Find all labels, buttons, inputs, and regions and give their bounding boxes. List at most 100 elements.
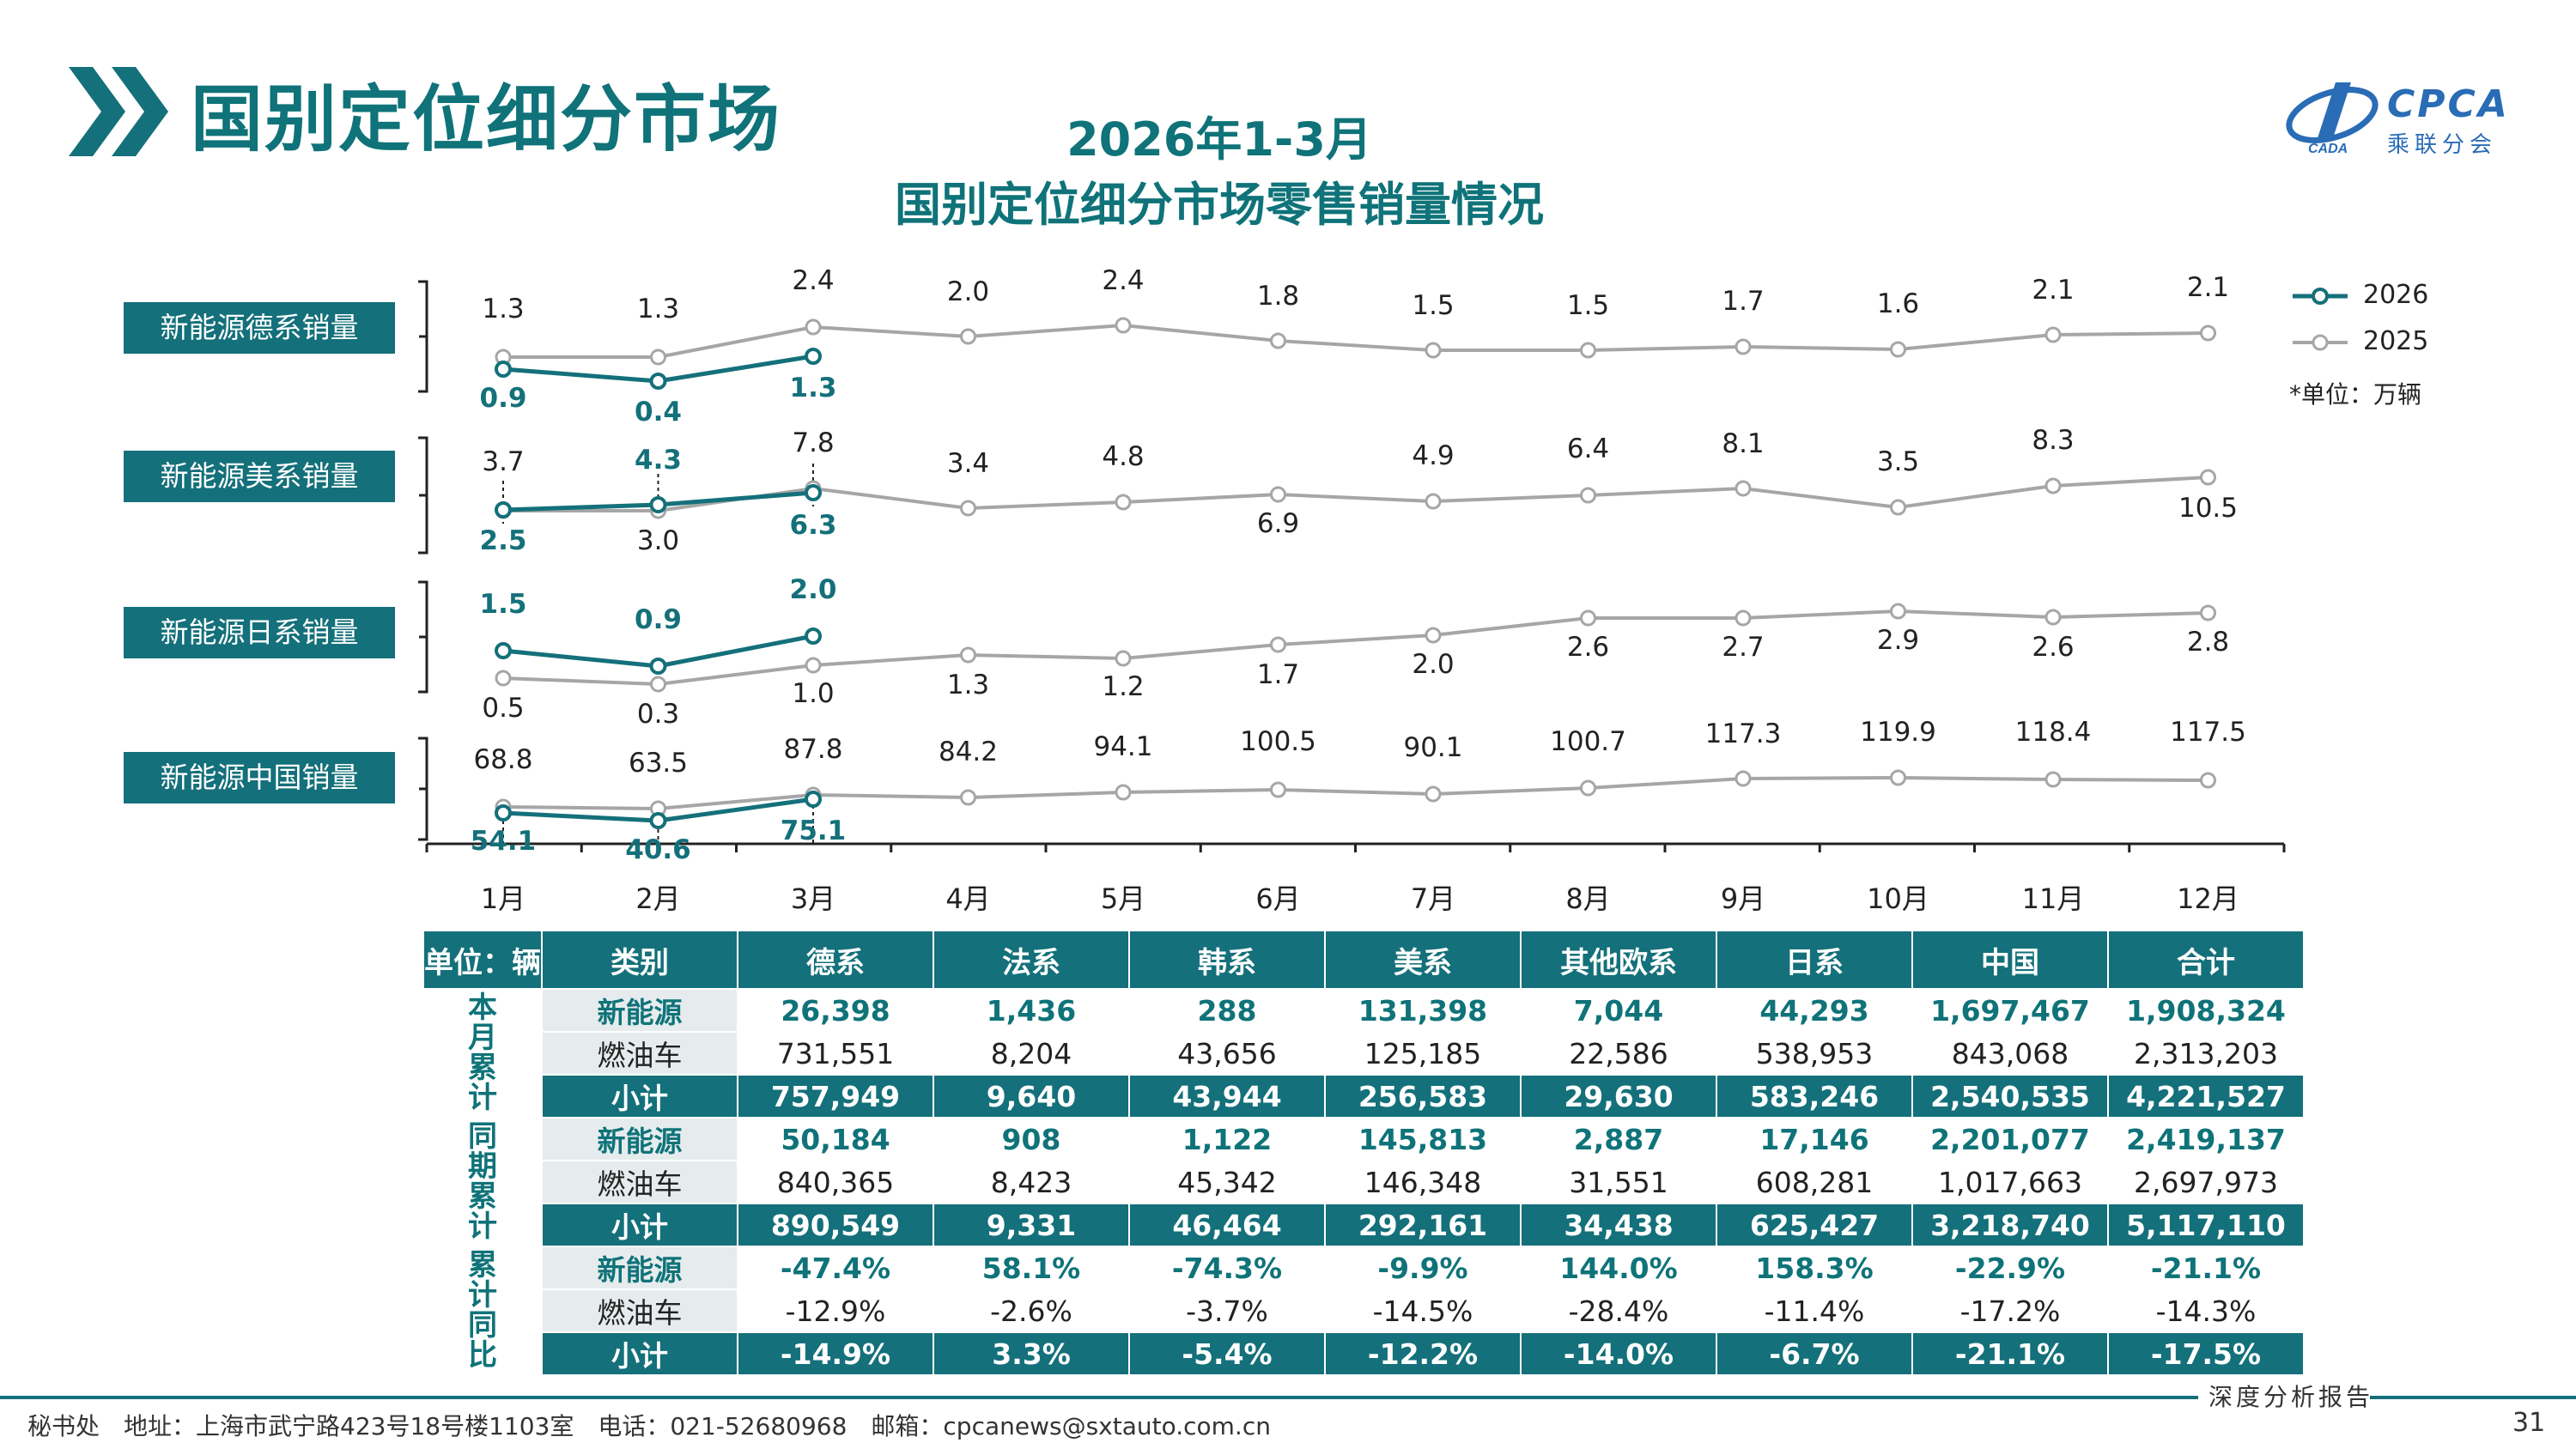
series-2025-point	[650, 349, 666, 366]
series-2025-data-label: 2.8	[2187, 627, 2229, 658]
table-row: 燃油车 840,365 8,423 45,342 146,348 31,551 608,28…	[423, 1160, 2305, 1204]
table-cell: 625,427	[1716, 1203, 1913, 1247]
series-2025-point	[2200, 324, 2216, 342]
table-cell: -12.2%	[1324, 1331, 1522, 1376]
series-2025-data-label: 87.8	[783, 734, 842, 765]
table-cell: 731,551	[737, 1031, 934, 1076]
table-cell: 2,887	[1520, 1117, 1717, 1161]
panel-label-german: 新能源德系销量	[124, 302, 395, 354]
table-cell: -17.2%	[1911, 1288, 2109, 1333]
series-2025-point	[1890, 499, 1906, 516]
panel-label-japanese: 新能源日系销量	[124, 607, 395, 658]
page-title: 国别定位细分市场	[191, 77, 782, 161]
series-2025-point	[1890, 603, 1906, 620]
table-cell: 9,331	[933, 1203, 1130, 1247]
series-2025-data-label: 119.9	[1860, 717, 1936, 748]
table-column-header: 德系	[737, 930, 934, 990]
series-2025-data-label: 2.6	[1567, 632, 1609, 663]
series-2025-point	[1115, 494, 1132, 511]
logo-text: CPCA	[2387, 82, 2510, 126]
table-cell: 8,423	[933, 1160, 1130, 1204]
series-2025-point	[1425, 785, 1442, 803]
series-2025-data-label: 7.8	[792, 427, 834, 458]
chart-title: 国别定位细分市场零售销量情况	[895, 178, 1544, 232]
series-2025-point	[495, 670, 512, 687]
series-2025-data-label: 2.4	[1102, 265, 1144, 296]
table-cell: 1,908,324	[2107, 988, 2305, 1033]
series-2025-line-panel-2	[503, 476, 2208, 512]
series-2025-point	[960, 500, 976, 517]
series-2025-point	[1270, 636, 1286, 653]
table-row-category: 燃油车	[541, 1031, 738, 1076]
x-tick-label: 4月	[945, 882, 990, 915]
series-2026-data-label: 0.9	[635, 604, 682, 635]
series-2025-data-label: 84.2	[939, 737, 998, 767]
series-2025-point	[805, 657, 822, 674]
series-2026-data-label: 2.5	[480, 525, 527, 556]
table-cell: -11.4%	[1716, 1288, 1913, 1333]
table-cell: -47.4%	[737, 1246, 934, 1290]
table-cell: 288	[1128, 988, 1326, 1033]
table-cell: 46,464	[1128, 1203, 1326, 1247]
series-2026-point	[649, 812, 667, 829]
series-2025-point	[1890, 341, 1906, 358]
series-2025-data-label: 6.4	[1567, 433, 1609, 464]
series-2025-line-panel-3	[502, 609, 2208, 687]
table-cell: 1,436	[933, 988, 1130, 1033]
series-2025-data-label: 1.7	[1257, 659, 1299, 690]
table-cell: 256,583	[1324, 1074, 1522, 1119]
table-cell: 9,640	[933, 1074, 1130, 1119]
table-cell: 2,540,535	[1911, 1074, 2109, 1119]
table-cell: 2,313,203	[2107, 1031, 2305, 1076]
table-row-category: 小计	[541, 1203, 738, 1247]
table-cell: 145,813	[1324, 1117, 1522, 1161]
table-cell: -5.4%	[1128, 1331, 1326, 1376]
series-2025-data-label: 100.5	[1240, 726, 1316, 757]
series-2025-data-label: 90.1	[1403, 732, 1462, 763]
series-2025-point	[1425, 627, 1442, 644]
table-cell: 146,348	[1324, 1160, 1522, 1204]
series-2025-point	[1115, 650, 1132, 667]
table-cell: 131,398	[1324, 988, 1522, 1033]
table-cell: 908	[933, 1117, 1130, 1161]
unit-note: *单位：万辆	[2289, 380, 2422, 409]
series-2025-point	[1735, 480, 1752, 497]
x-tick-label: 1月	[481, 882, 526, 915]
table-row: 小计 757,949 9,640 43,944 256,583 29,630 583,246…	[423, 1074, 2305, 1119]
series-2025-data-label: 8.3	[2032, 425, 2074, 456]
series-2025-data-label: 2.0	[1412, 649, 1454, 680]
table-row: 累计同比新能源 -47.4% 58.1% -74.3% -9.9% 144.0% 158.3…	[422, 1246, 2305, 1376]
series-2025-point	[2200, 604, 2216, 621]
table-row: 小计 890,549 9,331 46,464 292,161 34,438 625,427…	[423, 1203, 2305, 1247]
table-cell: 583,246	[1716, 1074, 1913, 1119]
table-cell: 4,221,527	[2107, 1074, 2305, 1119]
table-cell: 1,017,663	[1911, 1160, 2109, 1204]
table-column-header: 其他欧系	[1520, 930, 1717, 990]
table-cell: 2,201,077	[1911, 1117, 2109, 1161]
panel-label-chinese: 新能源中国销量	[124, 752, 395, 803]
series-2025-data-label: 100.7	[1550, 726, 1626, 757]
series-2025-point	[1735, 338, 1752, 355]
series-2025-line-panel-1	[503, 323, 2208, 359]
report-label: 深度分析报告	[2208, 1383, 2374, 1411]
series-2025-point	[1580, 487, 1596, 504]
table-cell: 34,438	[1520, 1203, 1717, 1247]
table-cell: 43,944	[1128, 1074, 1326, 1119]
series-2025-data-label: 1.6	[1877, 288, 1919, 319]
series-2025-point	[960, 328, 976, 345]
table-cell: 2,419,137	[2107, 1117, 2305, 1161]
table-row-category: 新能源	[541, 988, 738, 1033]
table-cell: 17,146	[1716, 1117, 1913, 1161]
series-2025-point	[960, 646, 976, 664]
table-column-header: 韩系	[1128, 930, 1326, 990]
x-tick-label: 10月	[1867, 882, 1929, 915]
series-2025-point	[1735, 770, 1752, 787]
series-2025-data-label: 118.4	[2015, 717, 2092, 748]
table-column-header: 美系	[1324, 930, 1522, 990]
table-cell: 7,044	[1520, 988, 1717, 1033]
series-2025-point	[2044, 326, 2062, 343]
table-cell: 5,117,110	[2107, 1203, 2305, 1247]
series-2025-data-label: 63.5	[629, 748, 688, 779]
table-row-category: 新能源	[541, 1117, 738, 1161]
line-chart: 1月 2月 3月 4月 5月 6月 7月 8月 9月 10月 11月 12月 1.3 1.3 2.4 2.0 2…	[418, 265, 2286, 915]
